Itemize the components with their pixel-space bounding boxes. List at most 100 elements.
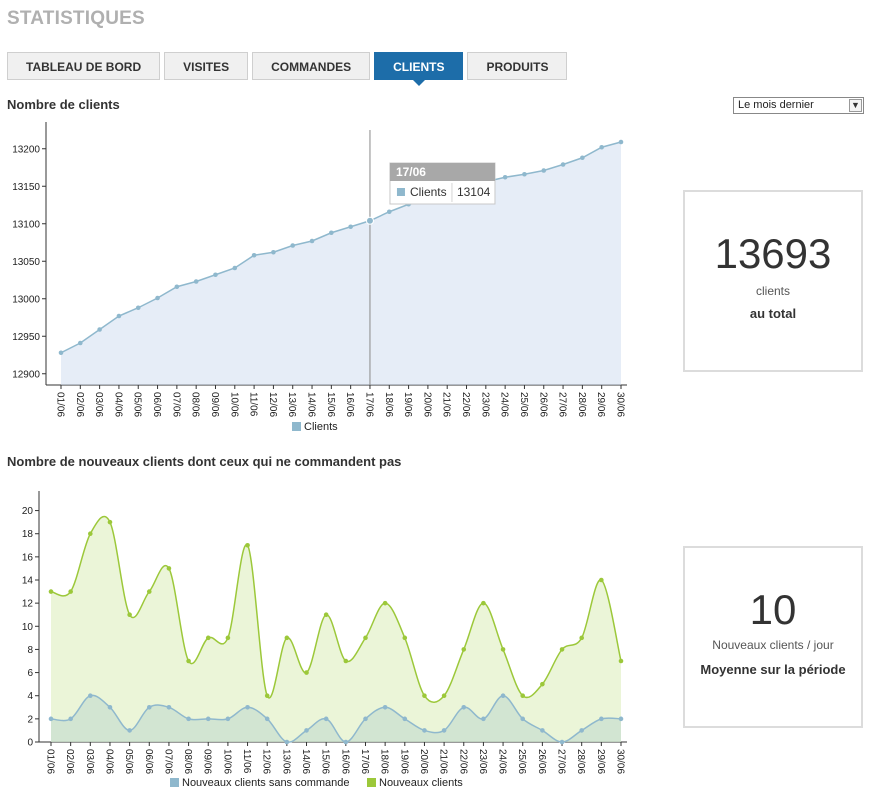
x-tick-label: 11/06 [248,392,259,417]
x-tick-label: 03/06 [84,749,95,774]
x-tick-label: 23/06 [477,749,488,774]
tab-produits[interactable]: PRODUITS [467,52,568,80]
data-point [329,230,334,236]
data-point [127,612,132,618]
data-point [559,647,565,652]
data-point [422,728,427,733]
data-point [441,728,447,733]
x-tick-label: 21/06 [441,392,452,417]
data-point [264,693,270,699]
tab-clients[interactable]: CLIENTS [374,52,464,86]
data-point [146,589,152,594]
total-clients-caption: au total [749,306,797,321]
data-point [58,350,64,356]
tab-commandes[interactable]: COMMANDES [252,52,371,80]
data-point [461,647,467,652]
x-tick-label: 25/06 [516,749,527,774]
x-tick-label: 06/06 [151,392,162,417]
data-point [541,168,547,173]
data-point [68,716,73,722]
y-tick-label: 6 [27,668,33,679]
data-point [245,542,250,548]
data-point [618,658,624,664]
data-point [78,340,83,346]
legend-label: Nouveaux clients [379,777,463,789]
tab-tableau-de-bord[interactable]: TABLEAU DE BORD [7,52,161,80]
series-area [51,695,621,743]
legend-label: Clients [304,421,338,433]
series-area [61,142,621,385]
chevron-down-icon[interactable]: ▼ [849,99,862,112]
data-point [48,589,54,594]
data-point [618,716,624,722]
legend-swatch [170,778,179,787]
clients-chart: 12900 12950 13000 13050 13100 13150 13200 01/06… [12,122,627,433]
x-tick-label: 01/06 [45,749,56,774]
y-tick-label: 13000 [12,294,40,305]
data-point [48,716,54,722]
data-point [559,739,565,745]
data-point [68,589,73,594]
data-point [382,600,388,606]
y-tick-label: 16 [22,552,34,563]
x-tick-label: 16/06 [339,749,350,774]
y-tick-label: 18 [22,529,34,540]
data-point [402,635,408,641]
data-point [540,728,545,733]
data-point [166,704,172,710]
data-point [213,272,218,278]
y-tick-label: 13050 [12,257,40,268]
x-tick-label: 04/06 [103,749,114,774]
x-tick-label: 26/06 [537,392,548,417]
data-point [481,716,486,722]
x-tick-label: 02/06 [64,749,75,774]
x-tick-label: 19/06 [398,749,409,774]
series-area [51,516,621,742]
legend-label: Nouveaux clients sans commande [182,777,350,789]
data-point [520,693,526,699]
data-point [107,519,113,525]
y-tick-label: 12 [22,599,34,610]
y-tick-label: 0 [27,738,33,749]
legend-swatch [292,422,301,431]
data-point [500,693,506,699]
x-tick-label: 13/06 [286,392,297,417]
x-tick-label: 07/06 [162,749,173,774]
data-point [363,635,368,641]
data-point [245,704,250,710]
x-tick-label: 05/06 [132,392,143,417]
x-tick-label: 22/06 [457,749,468,774]
y-tick-label: 14 [22,576,34,587]
data-point [127,728,132,733]
highlighted-point [365,216,374,225]
total-clients-value: 13693 [714,230,832,277]
y-tick-label: 12950 [12,332,40,343]
tab-bar: TABLEAU DE BORD VISITES COMMANDES CLIENT… [7,52,568,86]
x-tick-label: 03/06 [93,392,104,417]
x-tick-label: 08/06 [190,392,201,417]
data-point [174,284,180,290]
x-tick-label: 27/06 [556,749,567,774]
total-clients-box: 13693 clients au total [683,190,863,372]
data-point [304,728,309,733]
tooltip-series-name: Clients [410,185,447,199]
data-point [441,693,447,699]
data-point [186,716,191,722]
data-point [205,716,211,722]
x-tick-label: 26/06 [536,749,547,774]
data-point [386,209,392,215]
data-point [251,252,257,258]
data-point [599,716,604,722]
average-new-clients-unit: Nouveaux clients / jour [712,638,834,652]
data-point [309,238,315,244]
data-point [540,681,545,687]
tab-visites[interactable]: VISITES [164,52,249,80]
x-tick-label: 12/06 [261,749,272,774]
data-point [579,635,584,641]
data-point [461,704,467,710]
x-tick-label: 11/06 [241,749,252,774]
period-select[interactable]: Le mois dernier ▼ [733,97,864,114]
data-point [343,658,349,664]
data-point [502,174,508,180]
y-tick-label: 13150 [12,182,40,193]
